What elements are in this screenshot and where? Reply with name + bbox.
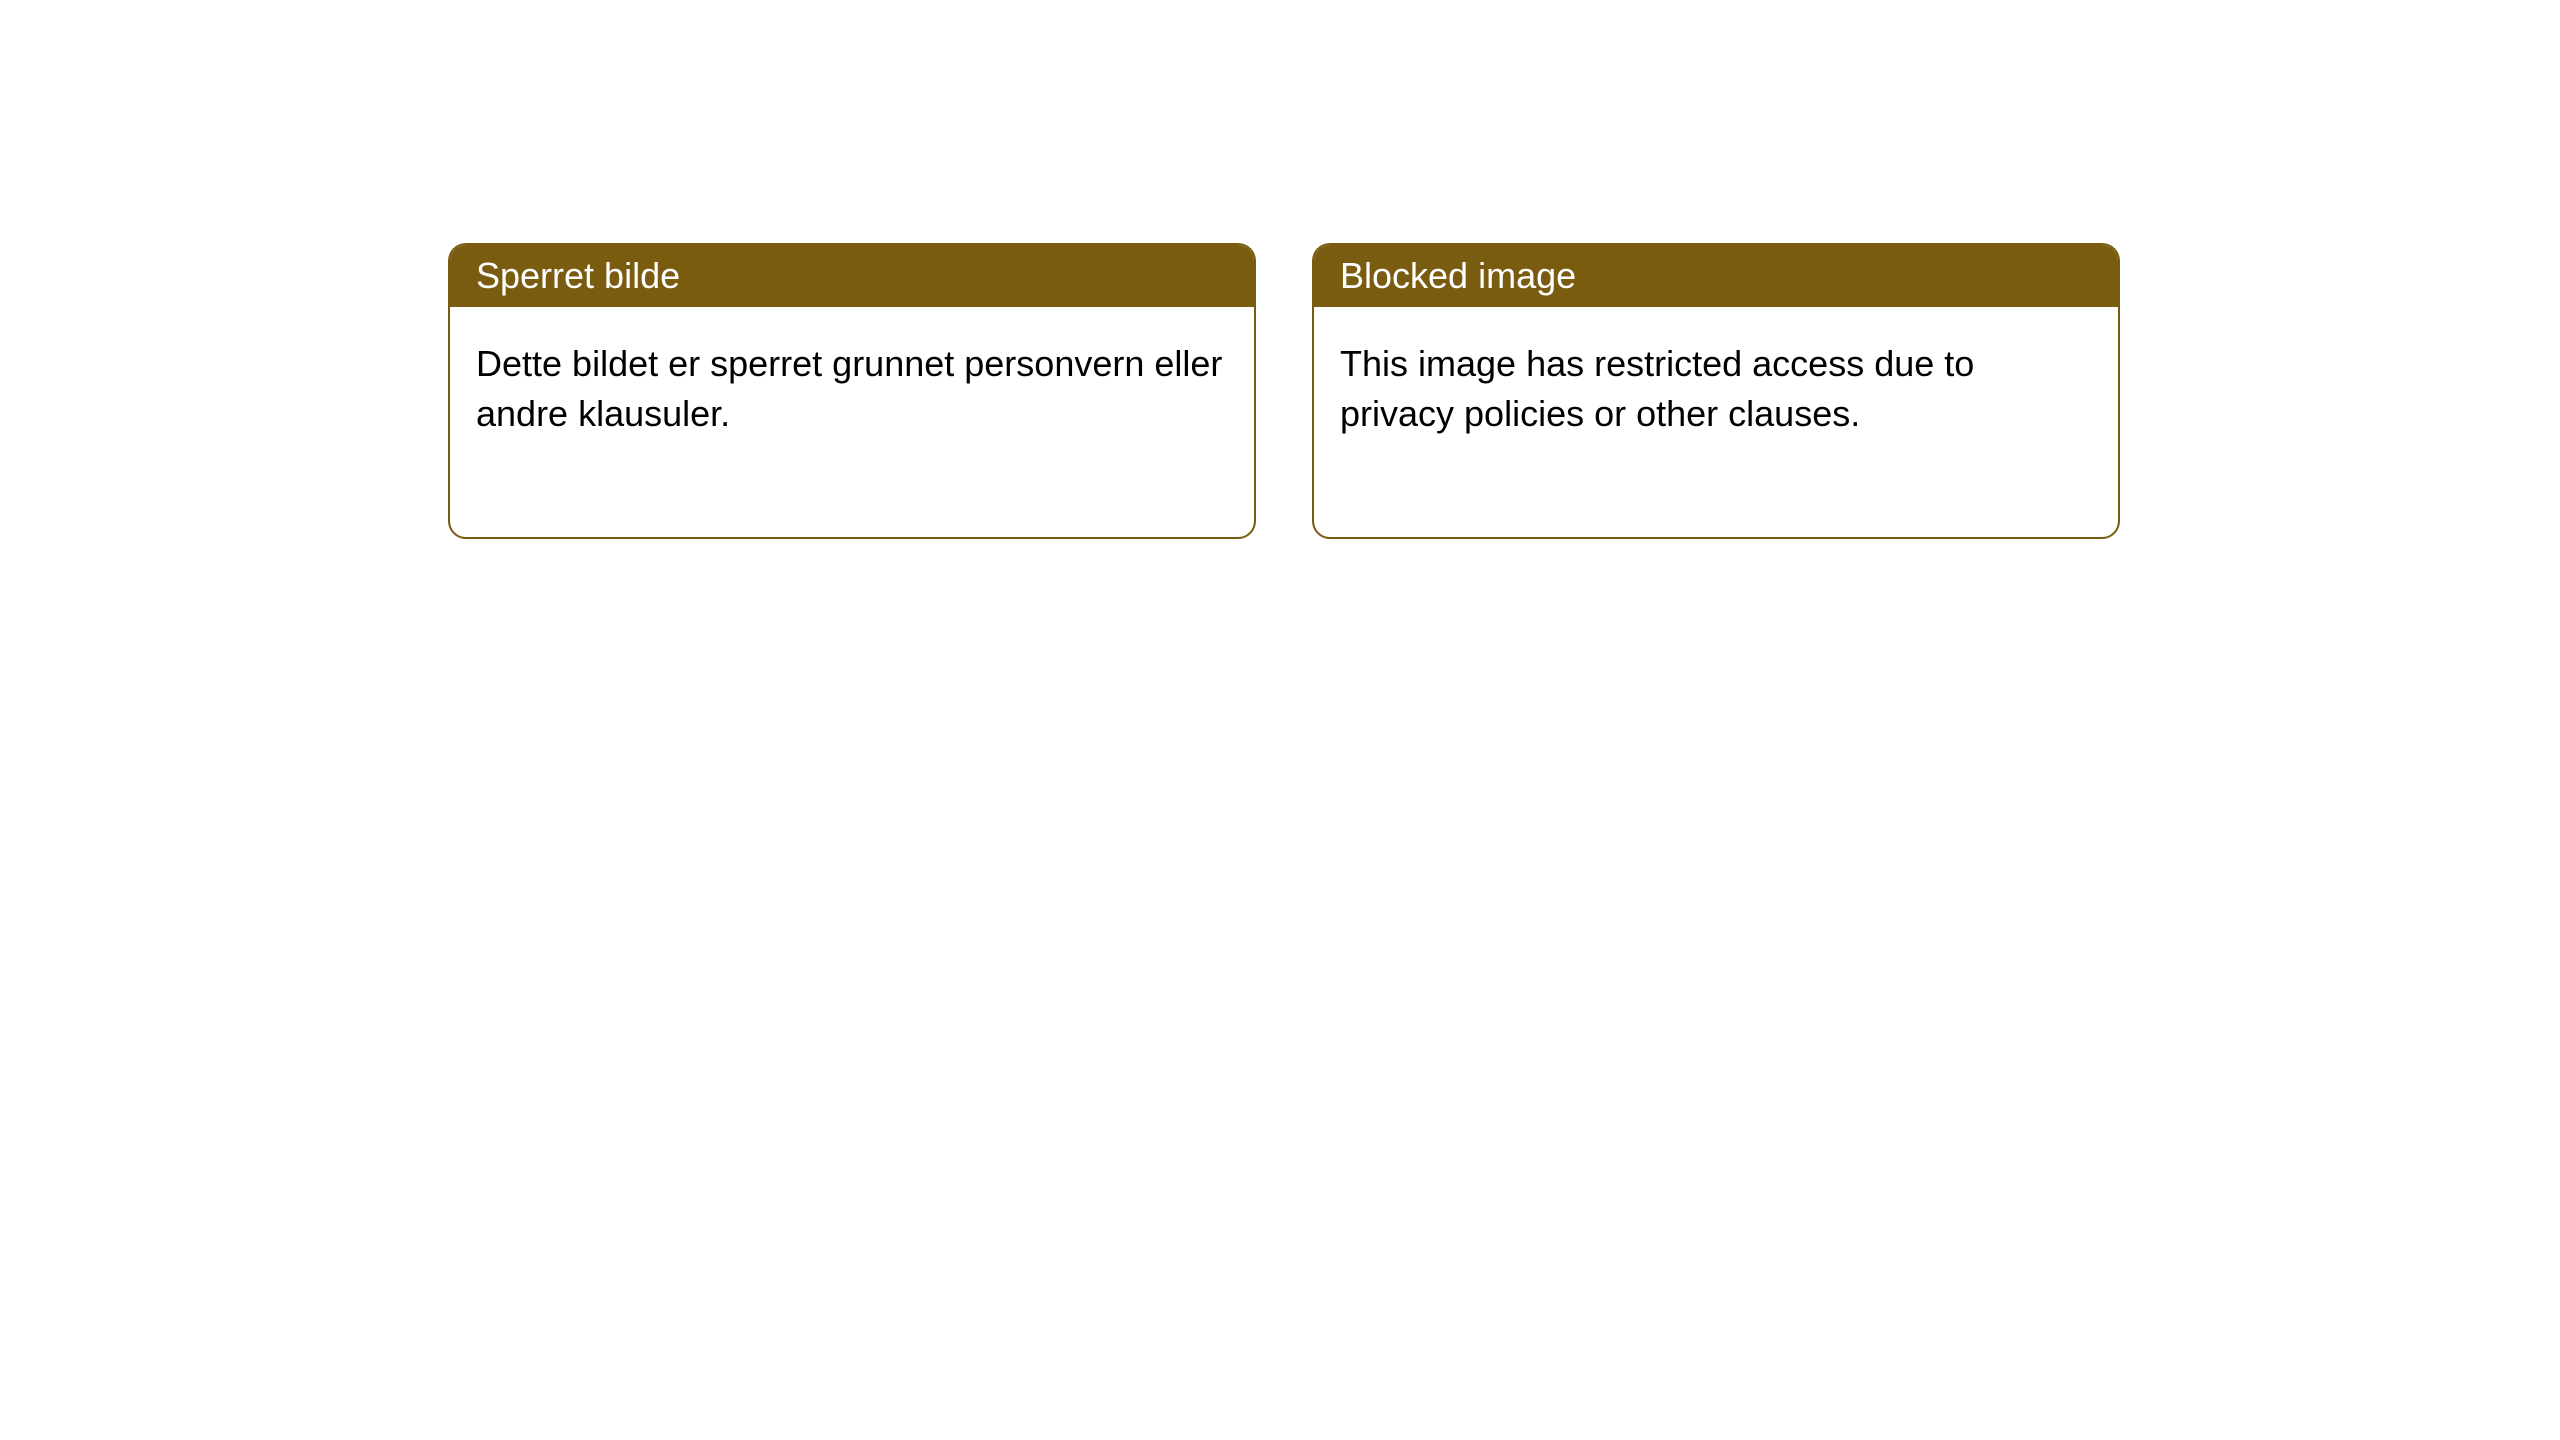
notice-card-english: Blocked image This image has restricted … [1312,243,2120,539]
notice-header: Blocked image [1314,245,2118,307]
notice-header: Sperret bilde [450,245,1254,307]
notice-container: Sperret bilde Dette bildet er sperret gr… [448,243,2120,539]
notice-body: This image has restricted access due to … [1314,307,2118,537]
notice-body: Dette bildet er sperret grunnet personve… [450,307,1254,537]
notice-card-norwegian: Sperret bilde Dette bildet er sperret gr… [448,243,1256,539]
